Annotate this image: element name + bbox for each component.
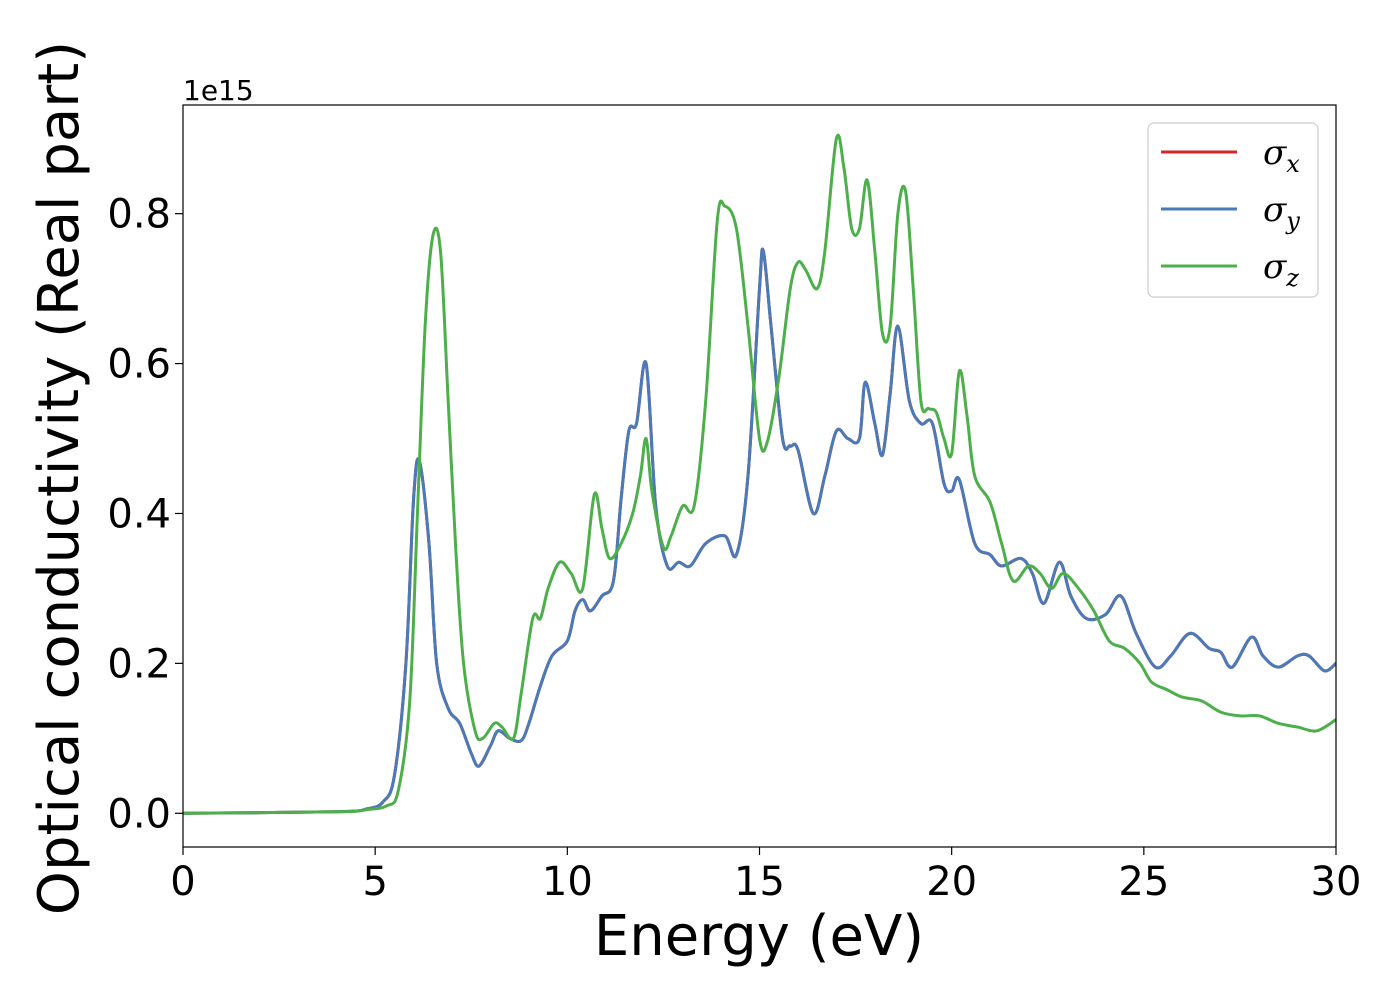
x-tick-label: 30 <box>1311 859 1362 905</box>
y-axis-label: Optical conductivity (Real part) <box>27 41 92 915</box>
x-tick-label: 5 <box>362 859 387 905</box>
x-axis-label: Energy (eV) <box>594 904 924 969</box>
legend-symbol: σ <box>1263 247 1287 287</box>
x-tick-label: 15 <box>734 859 785 905</box>
y-tick-label: 0.0 <box>107 791 171 837</box>
y-tick-label: 0.2 <box>107 641 171 687</box>
legend-label-z: σz <box>1263 247 1299 292</box>
legend-subscript: y <box>1285 207 1300 235</box>
series-layer <box>183 133 1336 815</box>
series-line-y <box>183 247 1336 815</box>
x-tick-label: 20 <box>926 859 977 905</box>
y-tick-label: 0.6 <box>107 342 171 388</box>
x-tick-label: 0 <box>170 859 195 905</box>
x-tick-label: 10 <box>542 859 593 905</box>
axes-layer: 0 5 10 15 20 25 30 0.0 0.2 0.4 0.6 0.8 <box>107 104 1362 905</box>
y-tick-label: 0.8 <box>107 192 171 238</box>
series-line-z <box>183 133 1336 815</box>
legend-subscript: z <box>1285 264 1299 292</box>
legend-symbol: σ <box>1263 190 1287 230</box>
y-axis-offset-label: 1e15 <box>183 74 254 107</box>
legend-label-y: σy <box>1263 190 1300 235</box>
legend-symbol: σ <box>1263 133 1287 173</box>
x-tick-label: 25 <box>1118 859 1169 905</box>
legend-subscript: x <box>1286 150 1300 178</box>
y-tick-label: 0.4 <box>107 491 171 537</box>
legend-label-x: σx <box>1263 133 1300 178</box>
